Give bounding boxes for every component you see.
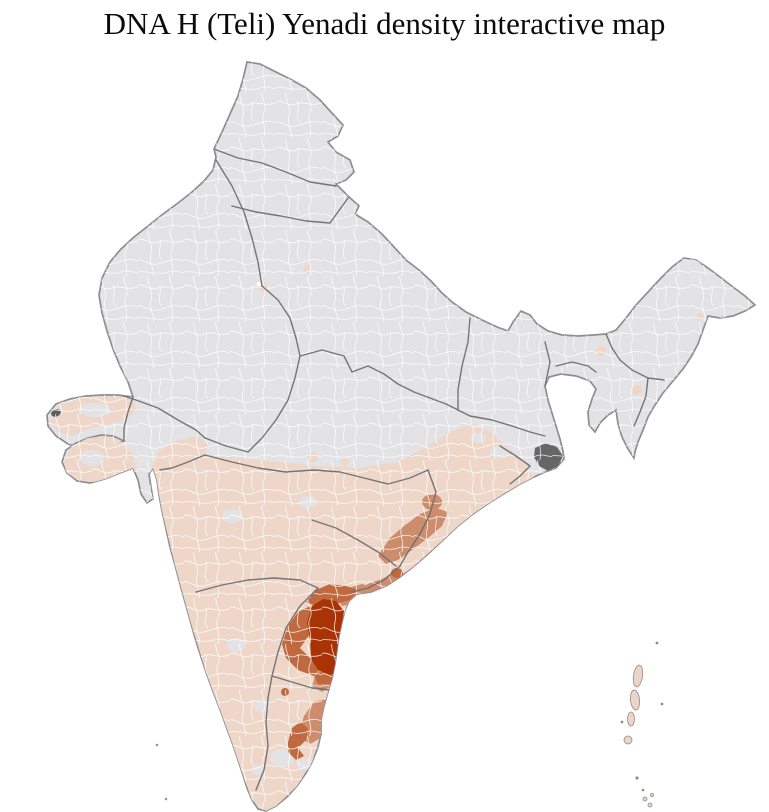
state-boundaries [111,148,665,791]
nicobar-island-3[interactable] [647,802,653,808]
state-line [311,519,397,567]
state-line [499,445,531,485]
state-line [605,333,665,381]
lakshadweep-islands[interactable] [155,743,168,801]
state-line [544,341,551,387]
island-dot[interactable] [635,776,639,780]
state-line [204,454,429,485]
state-line [159,454,206,471]
state-line [351,565,401,593]
nicobar-island-2[interactable] [650,793,655,798]
nicobar-island-1[interactable] [642,796,648,802]
state-line [399,469,437,567]
state-line [267,587,319,699]
state-line [123,396,134,442]
district-assam-very-low-2[interactable] [564,393,572,401]
island-dot[interactable] [620,720,624,724]
no-data-patch[interactable] [336,749,352,761]
state-line [215,159,263,287]
lakshadweep-dot[interactable] [164,797,168,801]
state-line [213,148,337,187]
state-line [261,285,301,357]
state-line [204,355,301,453]
state-line [299,349,471,417]
andaman-island-middle[interactable] [629,689,640,711]
andaman-island-south[interactable] [627,711,635,727]
andaman-island-north[interactable] [632,664,644,688]
island-dot[interactable] [641,788,645,792]
state-line [231,197,349,224]
state-line [555,361,597,373]
lakshadweep-dot[interactable] [155,743,159,747]
state-line [457,317,471,411]
map-title: DNA H (Teli) Yenadi density interactive … [103,6,666,41]
little-andaman-island[interactable] [623,735,633,745]
state-line [633,377,649,427]
state-line [195,577,319,593]
island-dot[interactable] [655,641,659,645]
state-line [255,697,269,791]
state-line [469,415,546,437]
andaman-nicobar-islands[interactable] [620,641,664,808]
island-dot[interactable] [660,702,664,706]
